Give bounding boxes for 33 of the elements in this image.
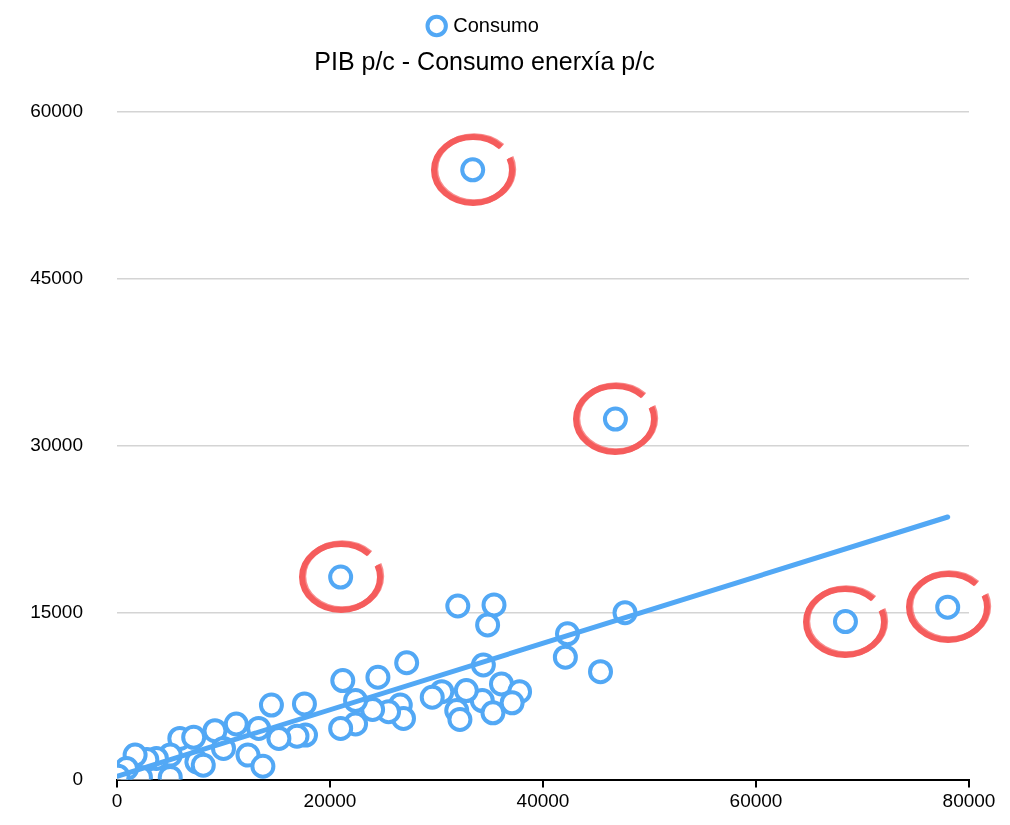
y-tick-label: 60000: [30, 100, 83, 122]
y-tick-label: 30000: [30, 434, 83, 456]
point: [588, 659, 614, 685]
chart-title: PIB p/c - Consumo enerxía p/c: [314, 46, 655, 75]
point: [394, 650, 420, 676]
point: [291, 691, 317, 717]
point: [330, 668, 356, 694]
point: [419, 684, 445, 710]
x-tick-label: 20000: [303, 790, 357, 812]
y-tick-label: 15000: [30, 600, 83, 622]
point: [475, 612, 501, 638]
legend-label: Consumo: [453, 13, 539, 36]
x-tick-label: 80000: [942, 790, 996, 812]
x-tick-label: 0: [111, 790, 123, 812]
point: [250, 753, 276, 779]
point: [445, 593, 471, 619]
point: [365, 664, 391, 690]
point: [447, 707, 473, 733]
y-tick-label: 45000: [30, 267, 83, 289]
point: [223, 711, 249, 737]
point: [499, 690, 525, 716]
y-tick-label: 0: [72, 767, 83, 789]
point: [258, 692, 284, 718]
x-tick-label: 60000: [729, 790, 783, 812]
point: [481, 592, 507, 618]
point: [480, 700, 506, 726]
point: [181, 724, 207, 750]
point: [266, 725, 292, 751]
x-tick-label: 40000: [516, 790, 570, 812]
point: [552, 644, 578, 670]
point: [453, 678, 479, 704]
point: [328, 715, 354, 741]
point: [190, 752, 216, 778]
